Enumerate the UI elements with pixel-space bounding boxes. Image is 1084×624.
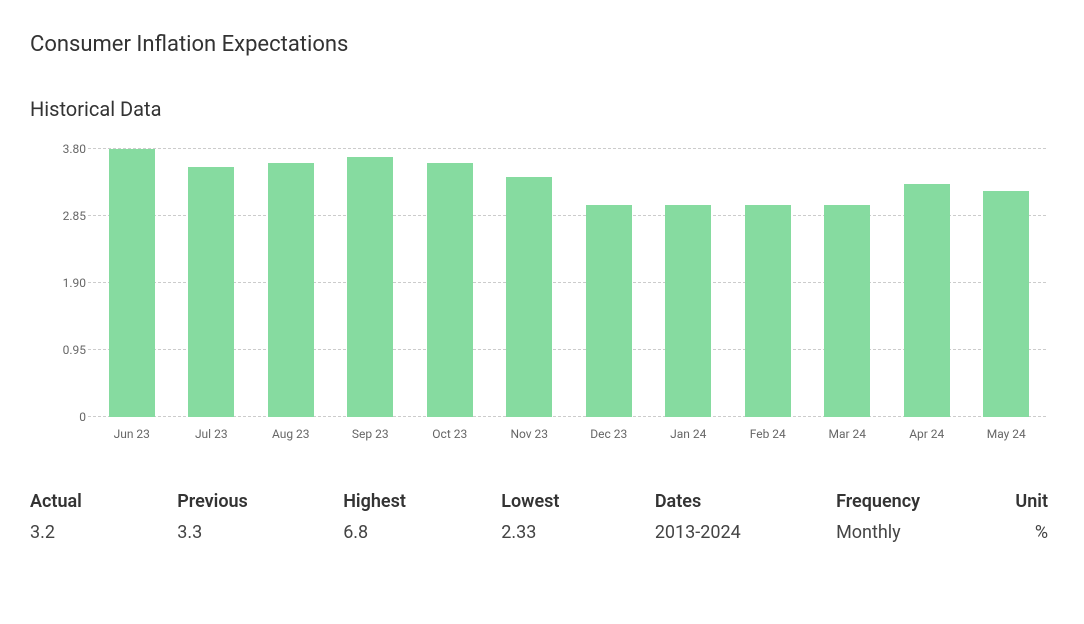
x-axis-tick-label: Apr 24	[887, 421, 967, 449]
x-axis-tick-label: Mar 24	[808, 421, 888, 449]
y-axis-tick-label: 3.80	[46, 142, 86, 156]
stat-value: %	[1015, 522, 1048, 543]
bar-slot	[410, 149, 490, 417]
stat-label: Lowest	[501, 491, 559, 512]
bar-slot	[92, 149, 172, 417]
stat-column: Frequency Monthly	[836, 491, 920, 543]
stat-value: 3.3	[177, 522, 248, 543]
bar	[665, 205, 711, 417]
stat-label: Actual	[30, 491, 82, 512]
section-subtitle: Historical Data	[30, 97, 1054, 121]
stat-label: Highest	[343, 491, 406, 512]
bar	[427, 163, 473, 417]
bar-slot	[887, 149, 967, 417]
bar	[268, 163, 314, 417]
bar	[586, 205, 632, 417]
stat-label: Frequency	[836, 491, 920, 512]
x-axis-tick-label: Jan 24	[649, 421, 729, 449]
x-axis-tick-label: May 24	[967, 421, 1047, 449]
x-axis-tick-label: Feb 24	[728, 421, 808, 449]
stat-label: Unit	[1015, 491, 1048, 512]
stat-column: Dates 2013-2024	[655, 491, 741, 543]
bar	[904, 184, 950, 417]
bar	[188, 167, 234, 417]
y-axis-tick-label: 2.85	[46, 209, 86, 223]
bar-slot	[808, 149, 888, 417]
bar-slot	[251, 149, 331, 417]
stat-column: Actual 3.2	[30, 491, 82, 543]
x-axis-tick-label: Nov 23	[490, 421, 570, 449]
bars-container	[92, 149, 1046, 417]
stat-column: Previous 3.3	[177, 491, 248, 543]
bar-slot	[331, 149, 411, 417]
bar	[745, 205, 791, 417]
stat-column: Unit%	[1015, 491, 1048, 543]
stat-column: Lowest 2.33	[501, 491, 559, 543]
stat-label: Dates	[655, 491, 741, 512]
bar-slot	[569, 149, 649, 417]
stat-label: Previous	[177, 491, 248, 512]
bar-slot	[649, 149, 729, 417]
summary-stats-row: Actual 3.2 Previous 3.3 Highest 6.8 Lowest 2.33…	[30, 491, 1054, 543]
bar-slot	[172, 149, 252, 417]
y-axis-tick-label: 1.90	[46, 276, 86, 290]
x-axis-tick-label: Jun 23	[92, 421, 172, 449]
y-axis-tick-label: 0	[46, 410, 86, 424]
historical-bar-chart: 00.951.902.853.80 Jun 23Jul 23Aug 23Sep …	[50, 149, 1054, 449]
x-axis-tick-label: Oct 23	[410, 421, 490, 449]
stat-value: 2013-2024	[655, 522, 741, 543]
stat-column: Highest 6.8	[343, 491, 406, 543]
x-axis-tick-label: Dec 23	[569, 421, 649, 449]
stat-value: 3.2	[30, 522, 82, 543]
bar	[109, 149, 155, 417]
x-axis-tick-label: Aug 23	[251, 421, 331, 449]
stat-value: 2.33	[501, 522, 559, 543]
bar-slot	[490, 149, 570, 417]
bar-slot	[967, 149, 1047, 417]
stat-value: 6.8	[343, 522, 406, 543]
stat-value: Monthly	[836, 522, 920, 543]
bar	[347, 157, 393, 417]
y-axis-tick-label: 0.95	[46, 343, 86, 357]
x-axis-tick-label: Jul 23	[172, 421, 252, 449]
bar	[506, 177, 552, 417]
page-title: Consumer Inflation Expectations	[30, 32, 1054, 57]
x-axis-tick-label: Sep 23	[331, 421, 411, 449]
bar	[824, 205, 870, 417]
bar	[983, 191, 1029, 417]
bar-slot	[728, 149, 808, 417]
